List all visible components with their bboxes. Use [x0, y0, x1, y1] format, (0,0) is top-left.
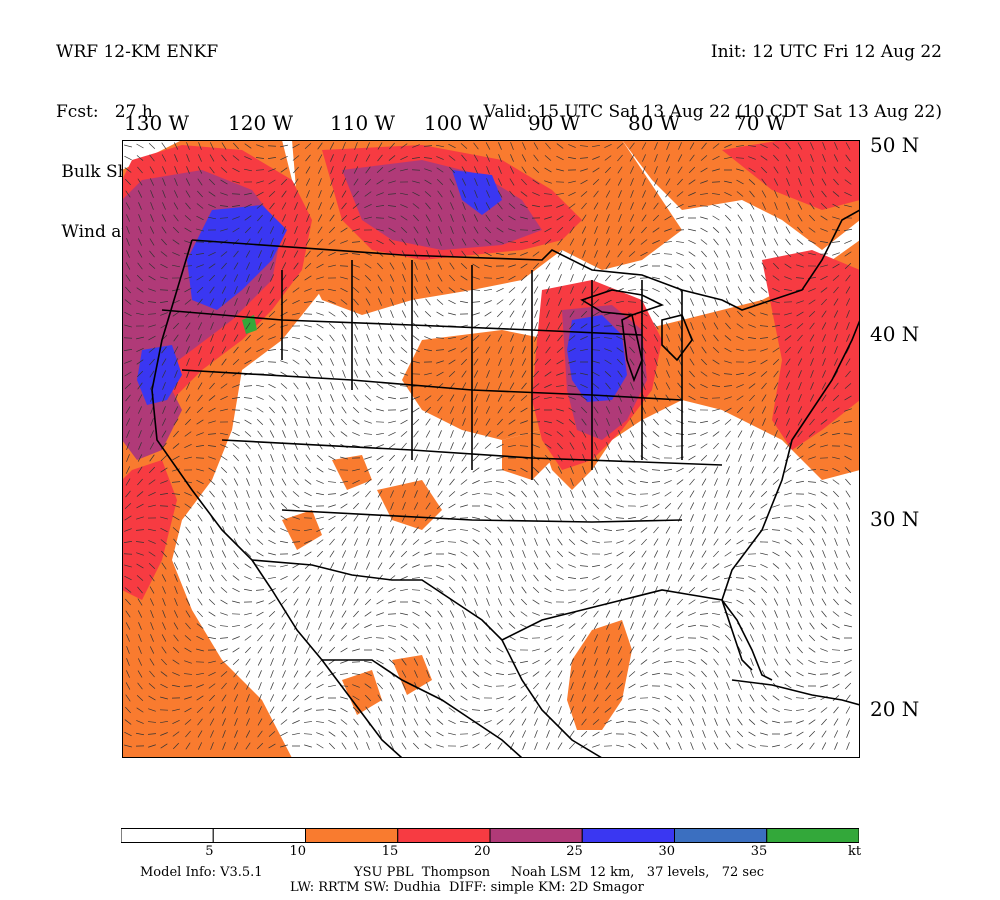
legend-swatch: [581, 828, 675, 843]
legend-tick: 15: [381, 844, 399, 859]
lon-label-100w: 100 W: [424, 111, 490, 135]
legend-swatch: [674, 828, 768, 843]
boundaries: [151, 209, 860, 758]
legend-unit: kt: [848, 844, 862, 859]
valid-time: Valid: 15 UTC Sat 13 Aug 22 (10 CDT Sat …: [483, 102, 942, 122]
header-right: Init: 12 UTC Fri 12 Aug 22 Valid: 15 UTC…: [484, 2, 942, 142]
init-time: Init: 12 UTC Fri 12 Aug 22: [710, 42, 942, 62]
physics-info: YSU PBL Thompson Noah LSM 12 km, 37 leve…: [354, 865, 765, 880]
legend-swatch: [489, 828, 583, 843]
legend-swatch: [121, 828, 214, 843]
bulk-shear-map: [122, 140, 860, 758]
lon-label-90w: 90 W: [528, 111, 581, 135]
forecast-hour: Fcst: 27 h: [56, 102, 153, 122]
legend-swatch: [766, 828, 859, 843]
color-legend: [121, 828, 859, 843]
lon-label-110w: 110 W: [330, 111, 396, 135]
lat-label-20n: 20 N: [870, 697, 920, 721]
lat-label-30n: 30 N: [870, 507, 920, 531]
map-frame: [122, 140, 860, 758]
legend-tick: 35: [750, 844, 768, 859]
lon-label-80w: 80 W: [628, 111, 681, 135]
lat-label-50n: 50 N: [870, 133, 920, 157]
legend-swatch: [212, 828, 306, 843]
legend-swatch: [397, 828, 491, 843]
legend-tick: 25: [566, 844, 583, 859]
legend-tick: 20: [474, 844, 491, 859]
model-title: WRF 12-KM ENKF: [56, 42, 219, 62]
lon-label-120w: 120 W: [228, 111, 294, 135]
legend-swatch: [305, 828, 399, 843]
shear-25-30-region: [137, 170, 627, 405]
model-info: Model Info: V3.5.1: [140, 865, 263, 880]
legend-tick: 10: [289, 844, 307, 859]
scheme-info: LW: RRTM SW: Dudhia DIFF: simple KM: 2D …: [290, 880, 644, 895]
lon-label-130w: 130 W: [124, 111, 190, 135]
legend-tick: 5: [205, 844, 214, 859]
lat-label-40n: 40 N: [870, 322, 920, 346]
lon-label-70w: 70 W: [734, 111, 787, 135]
legend-tick: 30: [658, 844, 676, 859]
